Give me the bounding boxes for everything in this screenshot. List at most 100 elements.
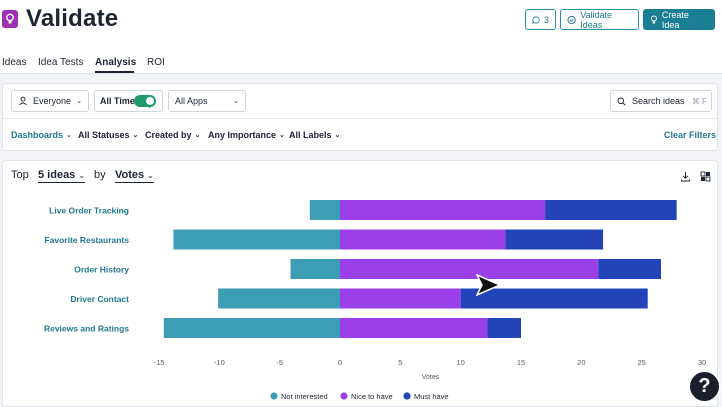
created-by-label: Created by [145,130,192,140]
legend-label: Not interested [281,392,328,401]
chevron-down-icon: ⌄ [279,132,285,139]
bar-not-interested [218,288,340,309]
search-shortcut: ⌘ F [691,96,707,106]
bar-not-interested [290,259,340,279]
by-label: by [94,169,106,181]
all-time-toggle[interactable] [134,95,156,109]
tab-bar: Ideas Idea Tests Analysis ROI [0,40,722,74]
bar-must-have [598,259,661,279]
lightbulb-icon [650,14,657,24]
chevron-down-icon: ⌄ [147,170,154,180]
x-tick-label: -5 [276,358,283,367]
create-idea-button[interactable]: Create Idea [643,9,715,30]
labels-filter[interactable]: All Labels ⌄ [289,130,340,140]
bar-not-interested [163,318,340,338]
bar-must-have [545,200,677,220]
chevron-down-icon: ⌄ [78,170,86,180]
comments-button[interactable]: 3 [525,9,556,30]
x-tick-label: 25 [637,358,645,367]
chevron-down-icon: ⌄ [194,132,201,139]
chevron-down-icon: ⌄ [233,98,239,105]
bar-nice-to-have [340,200,546,220]
metric-value: Votes [115,169,145,181]
x-tick-label: 30 [698,358,706,367]
category-label[interactable]: Favorite Restaurants [44,235,129,245]
download-icon[interactable] [680,171,691,182]
x-tick-label: -10 [214,358,225,367]
category-label[interactable]: Order History [74,265,129,275]
page-title: Validate [26,5,119,32]
cursor-arrow-icon [476,274,502,296]
category-label[interactable]: Driver Contact [70,294,129,304]
category-label[interactable]: Reviews and Ratings [44,324,129,334]
top-bar: Validate 3 Validate Ideas Create Idea [0,0,722,40]
bar-nice-to-have [340,229,506,250]
dashboards-label: Dashboards [11,130,64,140]
bar-must-have [460,288,648,309]
audience-select[interactable]: Everyone ⌄ [11,90,89,112]
tab-ideas[interactable]: Ideas [2,57,27,68]
search-placeholder: Search ideas [632,96,685,106]
bar-nice-to-have [340,259,599,279]
legend-swatch [403,392,411,400]
statuses-filter[interactable]: All Statuses ⌄ [78,130,138,140]
bar-nice-to-have [340,318,488,338]
x-tick-label: 15 [517,358,525,367]
idea-count-value: 5 ideas [38,169,76,181]
created-by-filter[interactable]: Created by ⌄ [145,130,200,140]
chevron-down-icon: ⌄ [132,132,139,139]
bar-not-interested [309,200,340,220]
toggle-knob [146,97,154,109]
bar-must-have [487,318,521,338]
audience-value: Everyone [33,96,72,106]
idea-count-select[interactable]: 5 ideas ⌄ [38,169,86,183]
tab-roi[interactable]: ROI [147,57,165,68]
statuses-label: All Statuses [78,130,130,140]
legend-label: Must have [414,392,449,401]
dashboards-filter[interactable]: Dashboards ⌄ [11,130,72,140]
chevron-down-icon: ⌄ [66,132,72,139]
tab-idea-tests[interactable]: Idea Tests [38,57,84,68]
legend-label: Nice to have [351,392,393,401]
legend-swatch [340,392,348,400]
importance-label: Any Importance [208,130,277,140]
x-tick-label: -15 [154,358,165,367]
filter-panel: Everyone ⌄ All Time All Apps ⌄ Search id… [2,83,718,151]
question-icon: ? [698,375,711,397]
validate-ideas-button[interactable]: Validate Ideas [560,9,639,30]
validate-ideas-label: Validate Ideas [580,9,613,30]
comments-count: 3 [543,14,549,25]
chevron-down-icon: ⌄ [334,132,341,139]
x-tick-label: 0 [338,358,342,367]
search-input[interactable]: Search ideas ⌘ F [610,90,712,112]
tab-analysis[interactable]: Analysis [95,57,137,68]
bar-not-interested [173,229,340,250]
create-idea-label: Create Idea [661,9,689,30]
help-button[interactable]: ? [688,370,721,403]
clear-filters-link[interactable]: Clear Filters [664,130,717,140]
active-tab-indicator [95,71,134,73]
x-tick-label: 10 [456,358,464,367]
lightbulb-icon [2,10,18,28]
search-icon [617,97,626,106]
x-tick-label: 5 [398,358,402,367]
filter-divider [3,118,717,119]
x-tick-label: 20 [577,358,585,367]
metric-select[interactable]: Votes ⌄ [115,169,154,183]
chevron-down-icon: ⌄ [76,98,82,105]
bar-must-have [505,229,604,250]
bar-nice-to-have [340,288,461,309]
apps-select[interactable]: All Apps ⌄ [168,90,246,112]
user-icon [19,96,27,106]
importance-filter[interactable]: Any Importance ⌄ [208,130,285,140]
check-icon [147,104,153,109]
top-label: Top [11,169,29,181]
chart-settings-icon[interactable] [700,171,711,182]
apps-value: All Apps [175,96,208,106]
x-axis-label: Votes [422,374,440,381]
votes-chart: Live Order Tracking Favorite Restaurants O… [44,200,706,401]
all-time-label: All Time [100,96,135,106]
category-label[interactable]: Live Order Tracking [49,206,129,216]
labels-label: All Labels [289,130,332,140]
check-circle-icon [567,15,576,24]
